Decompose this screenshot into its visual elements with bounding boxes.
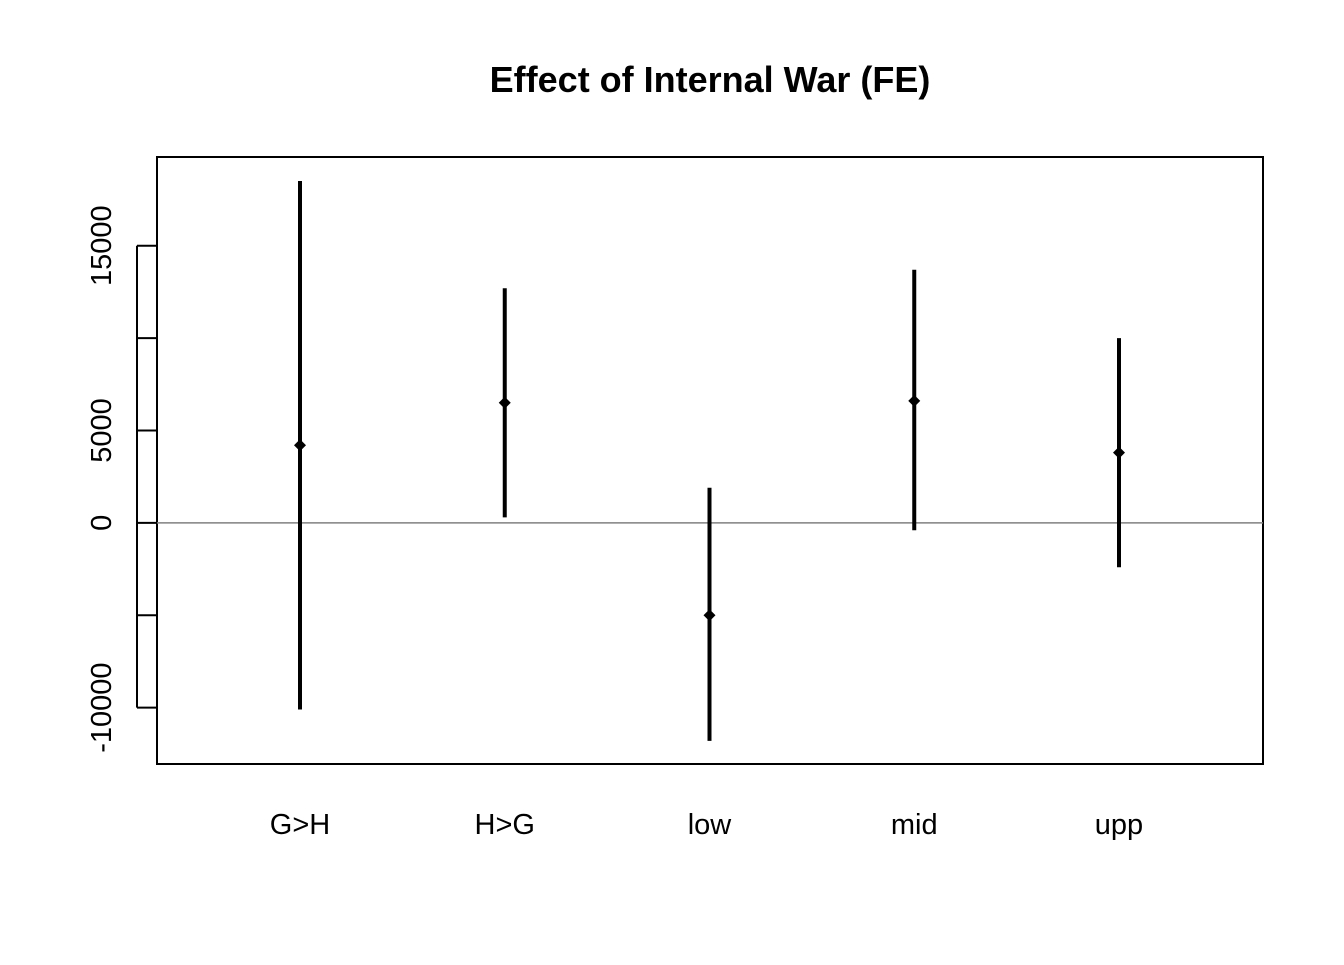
y-tick-label: 0 [86, 515, 118, 531]
y-tick-label: -10000 [86, 662, 118, 752]
x-tick-label: upp [1095, 809, 1143, 841]
point-estimate [498, 396, 511, 409]
point-estimate [1113, 446, 1125, 459]
point-estimate [703, 609, 716, 622]
plot-frame [156, 156, 1264, 765]
x-tick-label: low [688, 809, 733, 841]
point-estimate [908, 394, 921, 407]
y-tick-label: 5000 [86, 398, 118, 463]
point-estimate [294, 439, 306, 452]
x-tick-label: H>G [475, 809, 535, 841]
x-tick-label: mid [891, 809, 938, 841]
chart-title: Effect of Internal War (FE) [490, 59, 931, 100]
x-axis: G>H H>G low mid upp [270, 809, 1143, 841]
x-tick-label: G>H [270, 809, 330, 841]
data-marks [294, 181, 1125, 741]
y-axis: -10000 0 5000 15000 [86, 205, 157, 753]
y-tick-label: 15000 [86, 205, 118, 286]
